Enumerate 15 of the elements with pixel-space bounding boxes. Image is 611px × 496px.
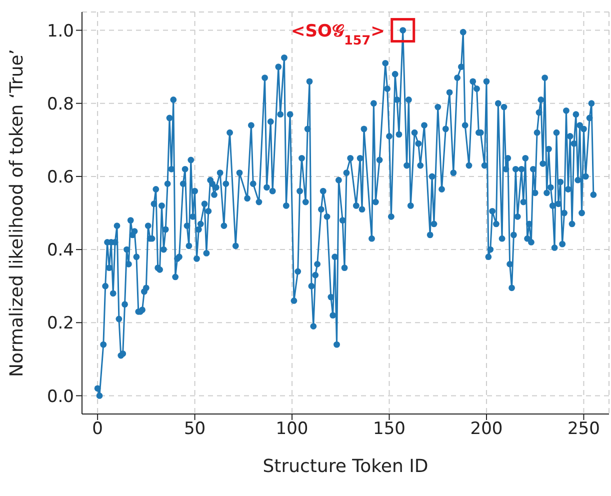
x-axis-title: Structure Token ID [262,456,428,477]
x-tick-label: 50 [184,419,206,440]
y-tick-label: 0.4 [46,240,74,261]
annotation: <SO𝒢$_{157}$> [291,21,385,48]
x-tick-label: 150 [373,419,406,440]
y-tick-label: 0.0 [46,386,74,407]
y-axis-title: Normalized likelihood of token ‘True’ [6,48,28,378]
y-tick-label: 0.8 [46,94,74,114]
x-tick-label: 200 [470,419,503,440]
x-tick-label: 0 [92,419,103,440]
y-tick-label: 0.6 [46,167,74,188]
y-tick-label: 0.2 [46,314,74,334]
y-tick-label: 1.0 [46,21,74,42]
x-tick-label: 250 [567,419,600,440]
x-tick-label: 100 [276,419,308,440]
